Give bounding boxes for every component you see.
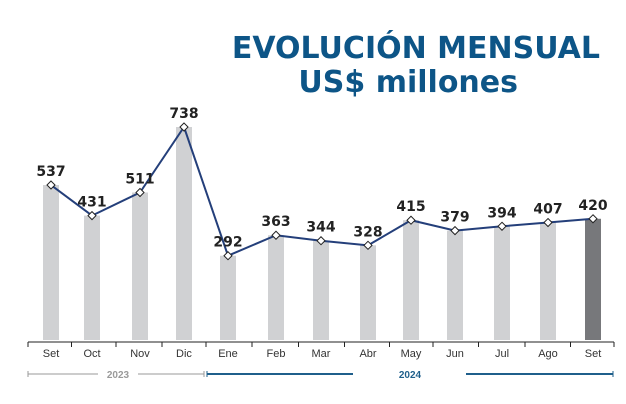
bar-ene-4 [220,255,236,340]
chart-title: EVOLUCIÓN MENSUAL [232,29,600,66]
data-label: 415 [396,199,425,215]
data-point-marker [316,236,326,246]
year-label-2023: 2023 [107,370,130,381]
data-point-marker [87,210,97,221]
bar-abr-7 [360,245,376,340]
data-label: 394 [487,205,516,221]
data-label: 292 [213,235,242,251]
chart-subtitle: US$ millones [298,65,518,100]
data-label: 537 [36,164,65,180]
data-point-marker [135,187,145,198]
x-tick-label: Abr [359,348,376,360]
x-tick-label: Feb [267,348,286,360]
x-tick-label: Dic [176,348,192,360]
data-point-marker [223,251,233,261]
x-tick-label: Jun [446,348,464,360]
data-point-marker [543,217,553,228]
bar-jun-9 [447,230,463,340]
data-point-marker [450,225,460,236]
data-label: 379 [440,210,469,226]
x-tick-label: Set [43,348,60,360]
data-point-marker [406,215,416,225]
bar-set-12 [585,218,601,340]
data-point-marker [588,214,598,224]
bar-may-8 [403,220,419,340]
data-point-marker [46,180,56,190]
x-tick-label: Ene [218,348,238,360]
x-tick-label: Nov [130,348,150,360]
x-tick-label: May [401,348,422,360]
bar-oct-1 [84,215,100,340]
x-tick-label: Oct [83,348,100,360]
bar-mar-6 [313,240,329,340]
data-label: 420 [578,198,607,214]
data-point-marker [363,240,373,251]
x-tick-label: Jul [495,348,509,360]
data-label: 407 [533,202,562,218]
x-tick-label: Mar [312,348,331,360]
bar-nov-2 [132,192,148,340]
data-label: 738 [169,106,198,122]
bar-set-0 [43,185,59,340]
year-label-2024: 2024 [399,370,422,381]
data-label: 431 [77,195,106,211]
bar-feb-5 [268,235,284,340]
bar-jul-10 [494,226,510,340]
data-label: 363 [261,214,290,230]
data-label: 511 [125,172,154,188]
x-tick-label: Ago [538,348,558,360]
data-point-marker [179,122,189,132]
data-label: 344 [306,220,335,236]
data-label: 328 [353,224,382,240]
bar-dic-3 [176,127,192,340]
x-tick-label: Set [585,348,602,360]
data-point-marker [497,221,507,231]
bar-ago-11 [540,222,556,340]
data-point-marker [271,230,281,240]
